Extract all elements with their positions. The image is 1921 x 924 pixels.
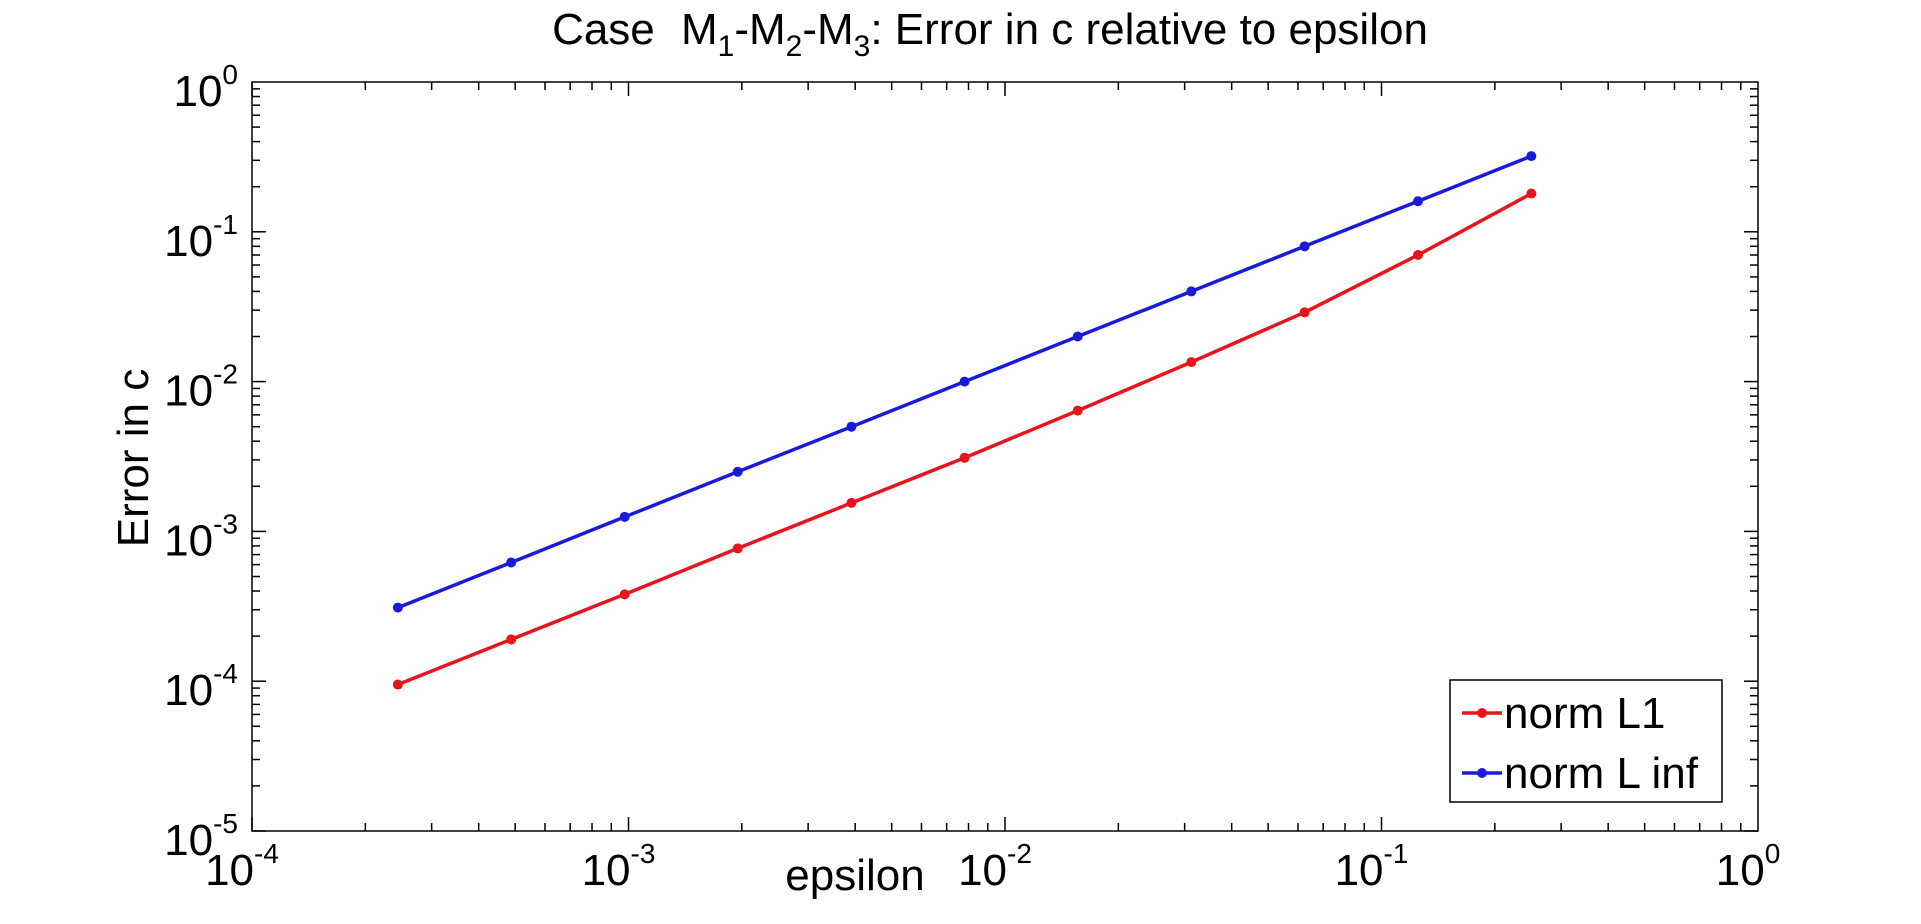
ticks-layer: [251, 82, 1758, 832]
data-point-norm-l1: [506, 634, 517, 645]
legend: norm L1 norm L inf: [1449, 679, 1723, 803]
series-layer: [392, 151, 1537, 690]
data-point-norm-l1: [959, 452, 970, 463]
title-m3-sub: 3: [854, 30, 871, 63]
data-point-norm-l1: [1299, 307, 1310, 318]
data-point-norm-l1: [732, 543, 743, 554]
data-point-norm-l-inf: [1299, 241, 1310, 252]
legend-label-norm-l1: norm L1: [1504, 689, 1665, 738]
data-point-norm-l1: [1072, 405, 1083, 416]
title-prefix: Case: [552, 5, 655, 54]
data-point-norm-l1: [846, 497, 857, 508]
chart-title: Case M1-M2-M3: Error in c relative to ep…: [552, 5, 1428, 63]
legend-marker-norm-l-inf: [1477, 768, 1487, 778]
data-point-norm-l-inf: [1072, 331, 1083, 342]
data-point-norm-l-inf: [392, 602, 403, 613]
data-point-norm-l-inf: [959, 376, 970, 387]
data-point-norm-l1: [392, 679, 403, 690]
x-tick-label: 100: [1716, 838, 1781, 895]
data-point-norm-l-inf: [619, 511, 630, 522]
data-point-norm-l-inf: [1412, 196, 1423, 207]
x-tick-label: 10-1: [1335, 838, 1409, 895]
data-point-norm-l1: [1412, 250, 1423, 261]
x-tick-label: 10-4: [205, 838, 279, 895]
x-axis-label: epsilon: [785, 851, 924, 900]
title-m2: -M: [734, 5, 785, 54]
y-tick-label: 10-4: [164, 658, 238, 715]
data-point-norm-l-inf: [846, 421, 857, 432]
y-tick-label: 10-2: [164, 359, 238, 416]
y-tick-label: 10-3: [164, 508, 238, 565]
data-point-norm-l-inf: [506, 557, 517, 568]
y-tick-label: 10-1: [164, 209, 238, 266]
tick-labels-layer: 10-4 10-3 10-2 10-1 10010-510-410-310-210-11…: [164, 59, 1780, 895]
title-m1: M: [681, 5, 718, 54]
legend-label-norm-l-inf: norm L inf: [1504, 749, 1699, 798]
y-tick-label: 10-5: [164, 808, 238, 865]
data-point-norm-l-inf: [732, 466, 743, 477]
data-point-norm-l-inf: [1186, 286, 1197, 297]
y-tick-label: 100: [173, 59, 238, 116]
legend-box: [1449, 679, 1723, 803]
x-tick-label: 10-2: [958, 838, 1032, 895]
title-m1-sub: 1: [718, 30, 735, 63]
legend-marker-norm-l1: [1477, 708, 1487, 718]
x-tick-label: 10-3: [582, 838, 656, 895]
title-m3: -M: [802, 5, 853, 54]
title-suffix: : Error in c relative to epsilon: [870, 5, 1428, 54]
data-point-norm-l1: [1526, 188, 1537, 199]
y-axis-label: Error in c: [109, 369, 158, 547]
data-point-norm-l1: [619, 589, 630, 600]
title-m2-sub: 2: [786, 30, 803, 63]
data-point-norm-l-inf: [1526, 151, 1537, 162]
data-point-norm-l1: [1186, 357, 1197, 368]
